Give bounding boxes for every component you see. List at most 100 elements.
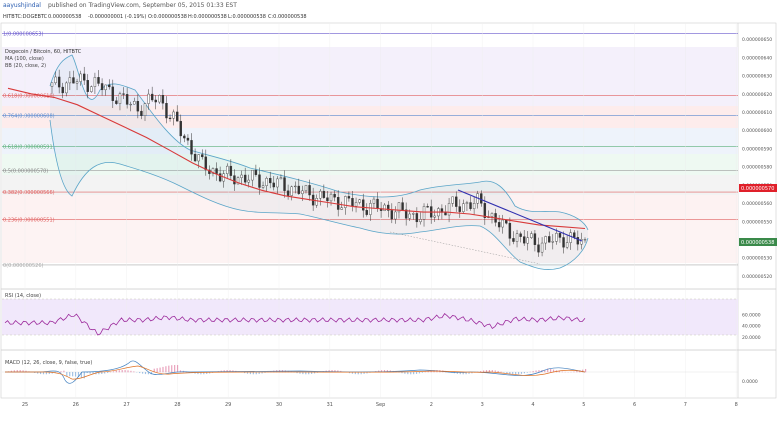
rsi-line bbox=[4, 313, 586, 336]
price-tick-label: 0.000000550 bbox=[742, 219, 772, 225]
macd-bar bbox=[404, 372, 406, 374]
x-tick-label: 29 bbox=[225, 402, 231, 408]
candle-body bbox=[565, 242, 569, 248]
macd-bar bbox=[302, 372, 304, 375]
macd-bar bbox=[162, 366, 164, 373]
candle-body bbox=[558, 232, 562, 238]
macd-bar bbox=[206, 372, 208, 374]
bollinger-band-fill bbox=[50, 55, 588, 270]
candle-body bbox=[172, 111, 175, 119]
candle-body bbox=[190, 140, 193, 155]
macd-bar bbox=[331, 370, 333, 373]
macd-bar bbox=[22, 370, 24, 373]
candle-body bbox=[376, 198, 379, 209]
candle-body bbox=[276, 178, 279, 188]
x-tick-label: 3 bbox=[481, 402, 484, 408]
macd-bar bbox=[383, 370, 386, 373]
rsi-band bbox=[2, 299, 738, 335]
candle-body bbox=[555, 232, 558, 242]
candle-body bbox=[286, 190, 290, 196]
candle-body bbox=[79, 73, 82, 82]
macd-bar bbox=[459, 372, 461, 375]
macd-bar bbox=[72, 372, 74, 377]
candle-body bbox=[243, 174, 247, 183]
candle-body bbox=[247, 179, 250, 183]
macd-bar bbox=[509, 372, 511, 374]
macd-bar bbox=[258, 372, 260, 374]
candle-body bbox=[501, 219, 504, 228]
candle-body bbox=[362, 199, 365, 211]
candle-body bbox=[580, 239, 583, 245]
candle-body bbox=[548, 236, 551, 243]
fib-band-2 bbox=[2, 106, 738, 128]
candle-body bbox=[336, 197, 340, 210]
resistance-trendline[interactable] bbox=[457, 189, 583, 242]
macd-bar bbox=[104, 372, 106, 374]
macd-bar bbox=[520, 372, 523, 374]
rsi-tick-label: 40.0000 bbox=[742, 324, 761, 330]
macd-bar bbox=[538, 370, 540, 373]
price-tick-label: 0.000000560 bbox=[742, 201, 772, 207]
candle-body bbox=[458, 206, 461, 212]
candle-body bbox=[526, 237, 529, 244]
x-tick-label: 4 bbox=[531, 402, 534, 408]
candle-body bbox=[165, 103, 168, 119]
candle-body bbox=[490, 213, 494, 217]
author-name[interactable]: aayushjindal bbox=[3, 2, 41, 9]
candle-body bbox=[387, 204, 390, 211]
candle-body bbox=[251, 169, 254, 181]
fib-level-label: 0.764(0.000000608) bbox=[3, 114, 55, 120]
candle-body bbox=[444, 212, 447, 216]
candle-body bbox=[383, 204, 386, 211]
macd-bar bbox=[316, 372, 319, 373]
publish-info: published on TradingView.com, September … bbox=[48, 2, 237, 9]
candle-body bbox=[569, 232, 572, 243]
macd-bar bbox=[98, 372, 100, 375]
macd-bar bbox=[366, 372, 368, 374]
macd-bar bbox=[246, 372, 249, 374]
candle-body bbox=[229, 165, 233, 176]
macd-bar bbox=[305, 372, 307, 375]
candle-body bbox=[433, 215, 436, 218]
price-tick-label: 0.000000580 bbox=[742, 165, 772, 171]
chart-title: Dogecoin / Bitcoin, 60, HITBTC bbox=[5, 49, 82, 55]
macd-bar bbox=[203, 372, 205, 375]
candle-body bbox=[301, 190, 304, 194]
macd-bar bbox=[261, 372, 263, 374]
candle-body bbox=[261, 185, 265, 188]
macd-bar bbox=[25, 370, 27, 373]
last-price-tag-marker bbox=[739, 238, 777, 246]
candle-body bbox=[469, 202, 472, 209]
candle-body bbox=[533, 233, 537, 245]
macd-bar bbox=[576, 370, 578, 373]
macd-bar bbox=[243, 372, 246, 374]
x-tick-label: 6 bbox=[633, 402, 636, 408]
candle-body bbox=[297, 185, 301, 194]
fib-band-top bbox=[2, 47, 738, 106]
macd-bar bbox=[313, 372, 316, 374]
x-tick-label: 28 bbox=[174, 402, 180, 408]
candle-body bbox=[505, 219, 508, 224]
macd-bar bbox=[147, 372, 150, 375]
macd-bar bbox=[357, 372, 359, 375]
candle-body bbox=[315, 198, 318, 206]
candle-body bbox=[544, 236, 547, 244]
rsi-tick-label: 60.0000 bbox=[742, 312, 761, 318]
macd-bar bbox=[112, 371, 115, 373]
macd-bar bbox=[139, 372, 141, 374]
candle-body bbox=[218, 173, 222, 182]
candle-body bbox=[65, 82, 68, 94]
macd-bar bbox=[299, 372, 301, 374]
fib-band-5 bbox=[2, 175, 738, 195]
candle-body bbox=[540, 242, 544, 253]
macd-bar bbox=[229, 370, 231, 373]
price-tag-label: 0.000000570 bbox=[741, 186, 774, 192]
candle-body bbox=[90, 86, 93, 92]
macd-bar bbox=[200, 372, 202, 375]
candle-body bbox=[86, 80, 89, 92]
price-tick-label: 0.000000620 bbox=[742, 92, 772, 98]
macd-bar bbox=[573, 371, 575, 373]
candle-body bbox=[104, 84, 107, 91]
candle-body bbox=[354, 202, 358, 207]
